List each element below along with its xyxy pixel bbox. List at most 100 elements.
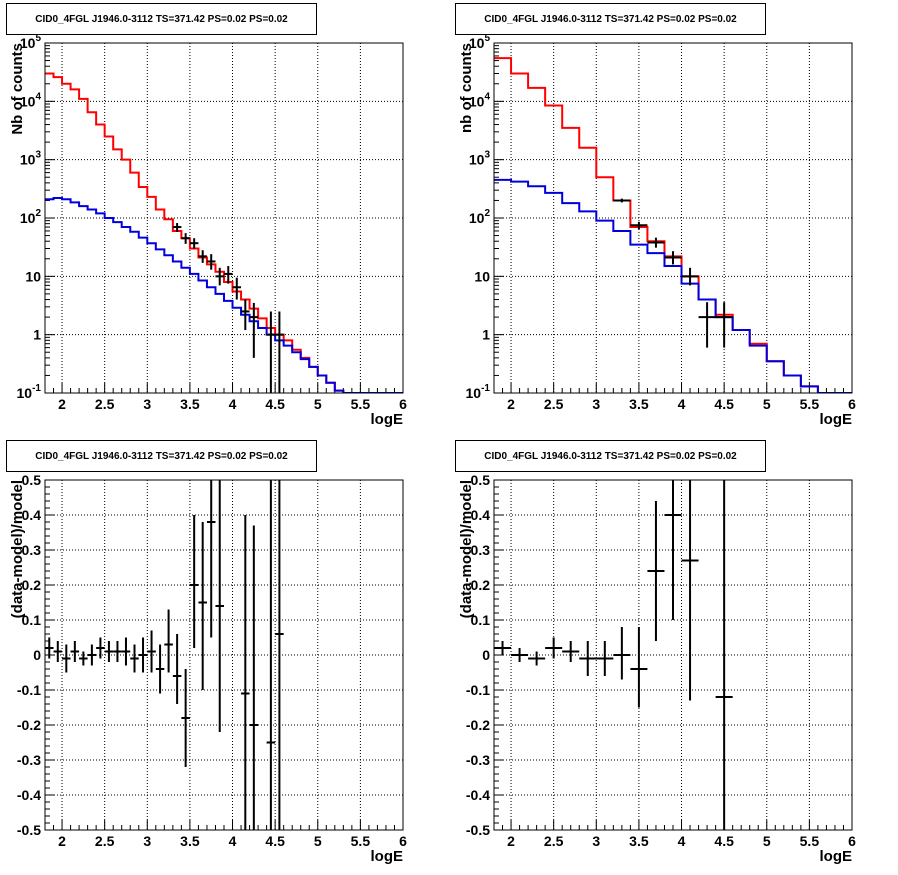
x-tick-label: 2	[507, 396, 515, 412]
x-tick-label: 5.5	[800, 396, 820, 412]
data-point	[232, 277, 242, 300]
x-tick-label: 3.5	[629, 396, 649, 412]
data-point	[70, 641, 80, 662]
x-axis-label: logE	[371, 411, 404, 428]
y-tick-label: 0.3	[22, 542, 42, 558]
x-tick-label: 2.5	[544, 833, 564, 849]
data-point	[45, 637, 54, 659]
y-tick-label: -0.5	[466, 822, 490, 838]
y-axis-label: nb of counts	[458, 43, 475, 133]
y-axis-label: (data-model)/model	[9, 480, 26, 618]
data-point	[224, 266, 233, 284]
x-tick-label: 4.5	[265, 833, 285, 849]
x-tick-label: 5.5	[351, 833, 371, 849]
x-axis-label: logE	[371, 848, 404, 865]
data-point	[681, 267, 699, 286]
plot-area	[494, 480, 733, 830]
x-tick-label: 2	[58, 833, 66, 849]
x-tick-label: 5	[763, 833, 771, 849]
data-point	[630, 627, 648, 708]
y-tick-labels: 10-1 1 10 102 103 104 105	[466, 33, 491, 401]
chart-counts-left: 2 2.5 3 3.5 4 4.5 5 5.5 6 10-1 1 10 102 103 104 105 logE…	[9, 33, 407, 428]
y-tick-label: 10-1	[17, 383, 42, 401]
x-tick-label: 2.5	[95, 396, 115, 412]
data-point	[664, 480, 682, 620]
data-point	[249, 525, 259, 830]
data-point	[206, 254, 216, 270]
data-point	[121, 637, 131, 666]
data-point	[647, 237, 665, 248]
y-tick-label: 105	[469, 33, 491, 51]
data-point	[215, 480, 224, 732]
data-point	[96, 637, 105, 659]
axis-ticks	[44, 45, 404, 394]
series-line-0	[45, 72, 403, 393]
y-tick-label: 0.5	[22, 472, 42, 488]
x-tick-labels: 2 2.5 3 3.5 4 4.5 5 5.5 6	[58, 396, 407, 412]
y-tick-label: 0.1	[22, 612, 42, 628]
data-point	[664, 251, 682, 265]
y-tick-label: -0.2	[466, 717, 490, 733]
y-tick-label: 105	[20, 33, 42, 51]
data-point	[104, 641, 114, 662]
x-tick-label: 4	[678, 396, 686, 412]
y-tick-label: -0.3	[466, 752, 490, 768]
data-point	[172, 223, 182, 232]
data-point	[545, 637, 563, 659]
data-point	[155, 644, 165, 694]
data-point	[181, 669, 190, 767]
x-tick-label: 3.5	[629, 833, 649, 849]
x-tick-label: 4.5	[714, 396, 734, 412]
x-tick-label: 3.5	[180, 396, 200, 412]
x-tick-label: 6	[399, 396, 407, 412]
y-tick-label: 0.4	[22, 507, 42, 523]
x-tick-label: 3	[143, 833, 151, 849]
y-tick-label: 104	[20, 91, 42, 109]
y-tick-label: -0.2	[17, 717, 41, 733]
x-tick-label: 3	[592, 396, 600, 412]
data-point	[53, 641, 63, 662]
chart-title: CID0_4FGL J1946.0-3112 TS=371.42 PS=0.02…	[455, 440, 766, 472]
y-tick-label: 0.4	[471, 507, 491, 523]
data-point	[249, 302, 259, 358]
series-line-1	[45, 197, 403, 393]
x-tick-labels: 2 2.5 3 3.5 4 4.5 5 5.5 6	[507, 396, 856, 412]
y-tick-label: 0.2	[22, 577, 42, 593]
x-tick-label: 6	[848, 833, 856, 849]
data-point	[172, 634, 182, 704]
x-tick-label: 2	[507, 833, 515, 849]
x-tick-label: 6	[399, 833, 407, 849]
plot-frame	[493, 479, 853, 831]
data-point	[275, 311, 284, 393]
data-point	[630, 221, 648, 230]
x-tick-label: 4	[229, 396, 237, 412]
y-tick-label: 0	[482, 647, 490, 663]
y-tick-label: 10	[474, 268, 490, 284]
series-line-1	[494, 178, 852, 393]
y-tick-label: -0.3	[17, 752, 41, 768]
plot-frame	[493, 42, 853, 394]
y-tick-label: -0.5	[17, 822, 41, 838]
chart-title: CID0_4FGL J1946.0-3112 TS=371.42 PS=0.02…	[6, 440, 317, 472]
x-tick-label: 3.5	[180, 833, 200, 849]
y-tick-label: 0.2	[471, 577, 491, 593]
data-point	[206, 480, 216, 638]
y-tick-label: 103	[469, 150, 491, 168]
x-tick-label: 3	[592, 833, 600, 849]
plot-area	[45, 480, 284, 830]
gridlines	[45, 480, 403, 830]
x-axis-label: logE	[820, 411, 853, 428]
x-tick-label: 4	[678, 833, 686, 849]
plot-area	[494, 57, 852, 393]
data-point	[528, 651, 546, 666]
data-point	[494, 641, 512, 655]
data-point	[511, 648, 529, 662]
pad-top-right: 2 2.5 3 3.5 4 4.5 5 5.5 6 10-1 1 10 102 103 104 105 logE…	[449, 0, 898, 437]
data-point	[681, 480, 699, 701]
data-point	[596, 641, 614, 676]
data-point	[266, 311, 276, 393]
data-point	[198, 522, 207, 690]
data-point	[647, 501, 665, 641]
series-line-0	[494, 57, 852, 393]
data-point	[562, 641, 580, 662]
